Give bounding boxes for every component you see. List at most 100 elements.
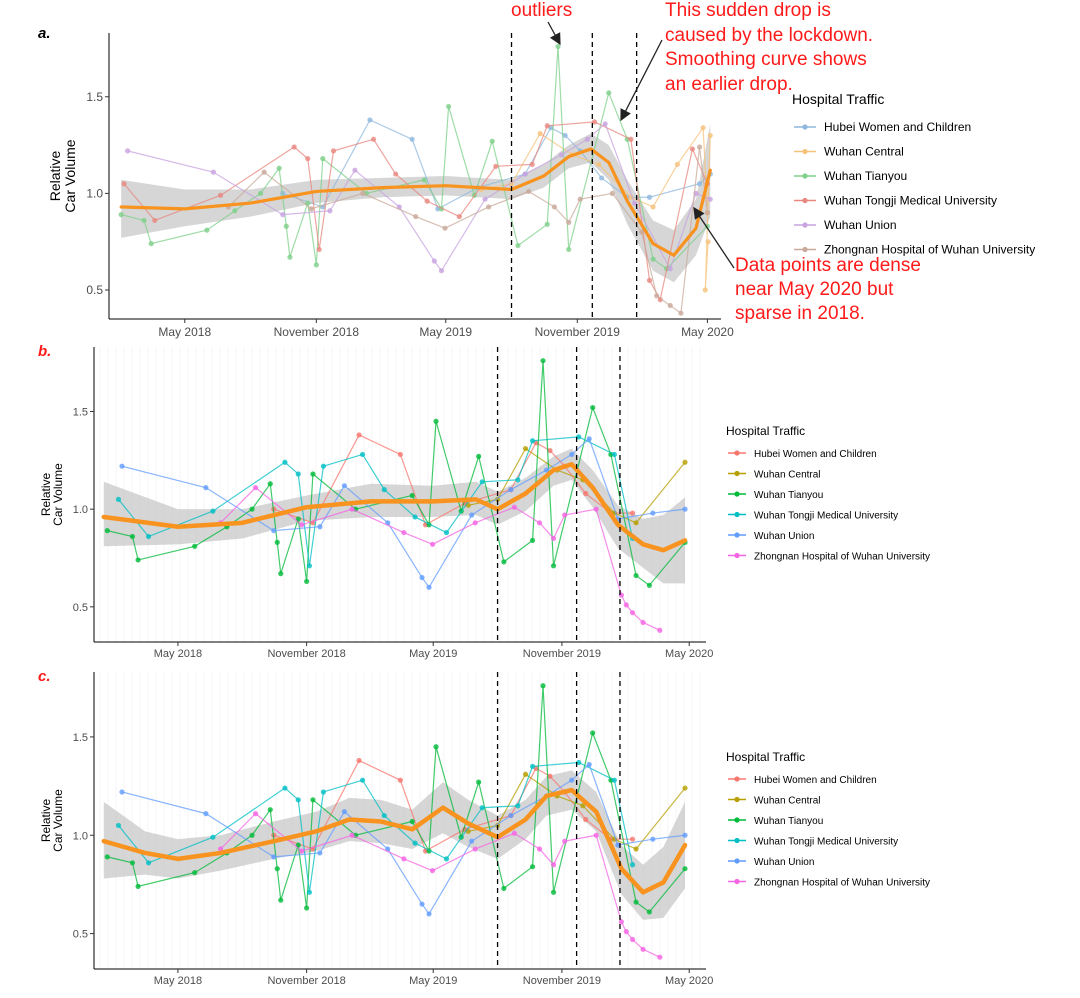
data-point: [280, 212, 286, 218]
data-point: [501, 559, 507, 565]
data-point: [210, 508, 216, 514]
data-point: [313, 262, 319, 268]
data-point: [438, 268, 445, 274]
data-point: [540, 683, 546, 689]
data-point: [522, 771, 529, 777]
density-arrow: [693, 206, 735, 269]
data-point: [412, 840, 418, 846]
data-point: [349, 832, 355, 838]
data-point: [646, 909, 652, 915]
data-point: [590, 404, 596, 411]
data-point: [596, 161, 602, 168]
data-point: [667, 302, 673, 309]
y-tick-label: 0.5: [73, 929, 88, 941]
data-point: [629, 936, 636, 943]
data-point: [566, 246, 572, 253]
data-point: [550, 535, 557, 542]
data-point: [456, 213, 462, 220]
series-line-3: [121, 46, 708, 270]
data-point: [611, 777, 617, 783]
legend-swatch-point: [734, 532, 740, 538]
data-point: [409, 818, 415, 825]
x-tick-label: May 2018: [158, 325, 211, 339]
data-point: [192, 543, 198, 549]
data-point: [547, 447, 553, 454]
data-point: [640, 619, 646, 626]
data-point: [515, 242, 521, 249]
data-point: [593, 832, 599, 838]
legend-swatch-point: [802, 197, 808, 204]
data-point: [631, 200, 638, 206]
data-point: [508, 487, 514, 493]
data-point: [657, 954, 663, 960]
data-point: [650, 204, 656, 210]
data-point: [682, 459, 688, 465]
data-point: [261, 169, 267, 175]
data-point: [203, 811, 209, 817]
legend-swatch-point: [802, 148, 808, 155]
data-point: [381, 812, 387, 819]
data-point: [544, 221, 550, 227]
y-axis-label-line: Relative: [39, 799, 53, 843]
data-point: [515, 803, 521, 809]
y-axis-label-line: Relative: [47, 151, 63, 202]
legend-item-label: Wuhan Tongji Medical University: [754, 511, 898, 522]
data-point: [544, 123, 550, 129]
data-point: [511, 504, 517, 510]
y-axis-label: RelativeCar Volume: [47, 139, 78, 212]
data-point: [540, 358, 546, 364]
data-point: [210, 169, 216, 175]
data-point: [696, 144, 703, 150]
data-point: [367, 117, 373, 123]
data-point: [349, 506, 355, 512]
data-point: [657, 297, 663, 303]
data-point: [629, 610, 636, 616]
legend-item-label: Wuhan Union: [754, 531, 814, 542]
smoothing-curve: [101, 787, 688, 895]
data-point: [550, 563, 557, 569]
data-point: [310, 471, 316, 477]
data-point: [599, 175, 605, 181]
data-point: [577, 196, 583, 202]
data-point: [299, 522, 305, 528]
legend-item-label: Wuhan Tongji Medical University: [754, 837, 898, 848]
data-point: [633, 572, 639, 579]
lockdown-annotation-line-2: caused by the lockdown.: [665, 25, 873, 46]
data-point: [443, 856, 450, 862]
data-point: [633, 846, 639, 852]
legend-swatch-point: [734, 511, 740, 518]
data-point: [274, 539, 280, 545]
data-point: [526, 188, 532, 195]
legend-item-label: Wuhan Central: [824, 145, 904, 159]
data-point: [252, 485, 259, 491]
legend-swatch-point: [734, 450, 740, 456]
data-point: [562, 132, 568, 139]
data-point: [543, 467, 550, 473]
data-point: [249, 506, 255, 512]
data-point: [580, 803, 586, 809]
chart-panel-2: b. May 2018 November 2018 May 2019 November …: [38, 343, 930, 660]
data-point: [232, 208, 238, 214]
legend-title: Hospital Traffic: [726, 424, 805, 438]
data-point: [486, 204, 492, 210]
y-axis-label: RelativeCar Volume: [39, 789, 65, 852]
data-point: [529, 763, 536, 770]
data-point: [522, 171, 528, 177]
data-point: [628, 136, 634, 142]
data-point: [104, 528, 110, 534]
y-tick-label: 0.5: [86, 283, 103, 297]
legend-swatch-point: [734, 470, 740, 477]
x-tick-label: May 2020: [681, 325, 734, 339]
y-tick-label: 0.5: [73, 602, 88, 614]
x-tick-label: November 2018: [267, 648, 345, 660]
data-point: [401, 856, 407, 862]
y-axis-label-line: Car Volume: [62, 139, 78, 212]
legend-item-label: Wuhan Union: [754, 857, 814, 868]
data-point: [291, 144, 297, 150]
data-point: [306, 889, 313, 895]
x-tick-label: May 2019: [409, 975, 457, 987]
legend-item-label: Wuhan Central: [754, 470, 821, 481]
data-point: [591, 119, 598, 125]
data-point: [306, 563, 313, 569]
data-point: [359, 777, 366, 783]
